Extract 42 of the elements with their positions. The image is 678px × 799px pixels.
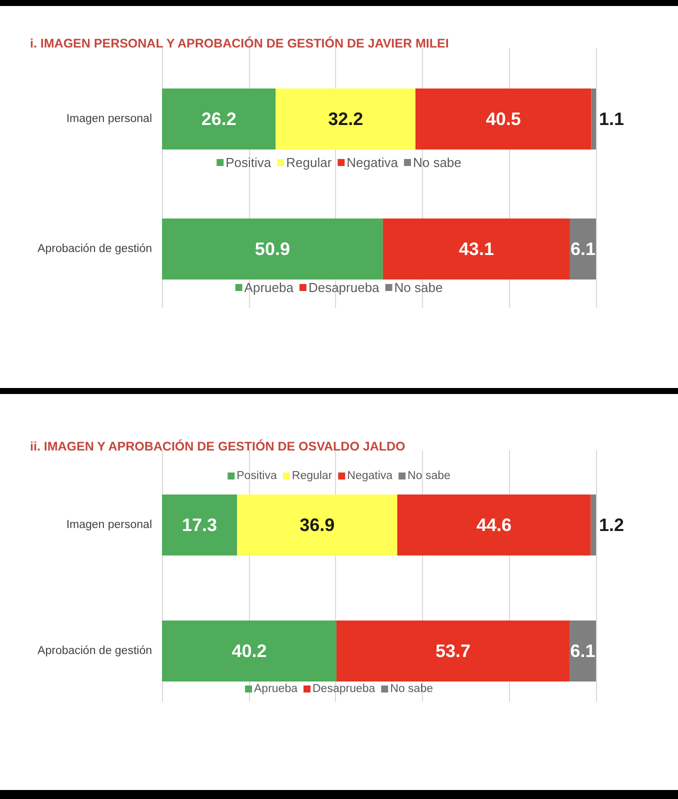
legend-label: No sabe [394, 280, 443, 295]
data-label: 43.1 [458, 239, 494, 259]
bar [162, 88, 276, 150]
data-label: 32.2 [328, 109, 364, 129]
data-label: 44.6 [476, 515, 512, 535]
data-label: 36.9 [300, 515, 335, 535]
bar [397, 494, 591, 556]
data-label: 1.2 [599, 515, 624, 535]
y-tick-label: Imagen personal [66, 519, 152, 531]
data-label: 17.3 [182, 515, 218, 535]
y-tick-label: Aprobación de gestión [38, 645, 152, 657]
legend-label: Regular [286, 155, 332, 170]
data-label: 40.5 [486, 109, 521, 129]
data-label: 6.1 [570, 239, 596, 259]
bar [590, 494, 596, 556]
legend-label: Positiva [236, 470, 278, 482]
legend-label: Desaprueba [308, 280, 380, 295]
data-label: 53.7 [435, 641, 471, 661]
legend-label: Negativa [347, 470, 394, 482]
data-label: 50.9 [254, 239, 290, 259]
legend-label: No sabe [390, 683, 433, 695]
bar [162, 494, 238, 556]
legend-label: Negativa [346, 155, 399, 170]
bar [591, 88, 596, 150]
data-label: 26.2 [201, 109, 236, 129]
chart-title: i. IMAGEN PERSONAL Y APROBACIÓN DE GESTIÓN DE JAVIER MILEI [30, 36, 449, 50]
chart-title: ii. IMAGEN Y APROBACIÓN DE GESTIÓN DE OSVALDO JALDO [30, 438, 406, 454]
legend-label: Positiva [226, 155, 272, 170]
bar [415, 88, 592, 150]
bar [276, 88, 416, 150]
bar [237, 494, 398, 556]
legend-label: Desaprueba [312, 683, 376, 695]
data-label: 1.1 [599, 109, 624, 129]
legend-label: No sabe [412, 155, 462, 170]
data-label: 40.2 [232, 641, 267, 661]
y-tick-label: Aprobación de gestión [38, 243, 152, 255]
legend-label: Aprueba [244, 280, 294, 295]
y-tick-label: Imagen personal [66, 113, 152, 125]
legend-label: Regular [292, 470, 332, 482]
data-label: 6.1 [570, 641, 596, 661]
legend-label: No sabe [408, 470, 450, 482]
legend-label: Aprueba [254, 683, 298, 695]
